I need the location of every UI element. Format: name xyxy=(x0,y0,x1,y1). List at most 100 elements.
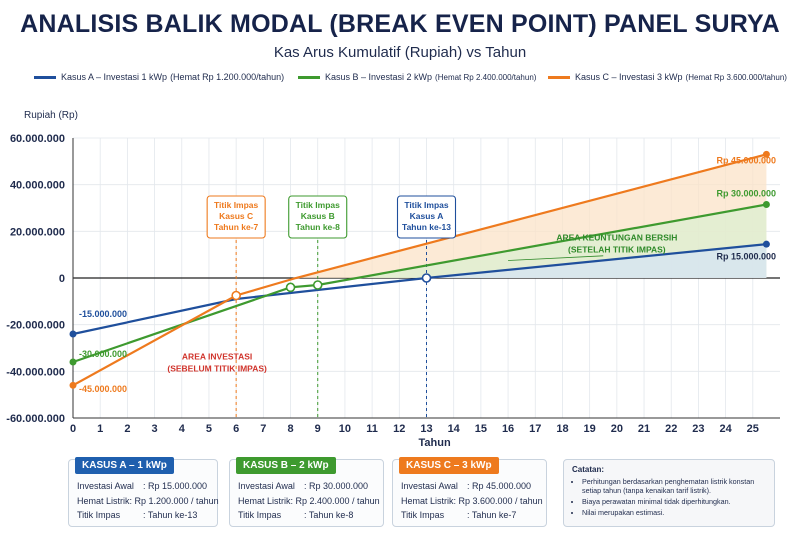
y-tick-label: 0 xyxy=(59,273,65,285)
legend-label: Kasus C – Investasi 3 kWp xyxy=(575,72,683,82)
legend-swatch-case-b xyxy=(298,75,320,79)
x-tick-label: 1 xyxy=(97,423,103,435)
x-tick-label: 7 xyxy=(260,423,266,435)
case-row: Hemat Listrik: Rp 2.400.000 / tahun xyxy=(238,494,380,509)
note-item: Perhitungan berdasarkan penghematan list… xyxy=(582,477,766,495)
case-row-key: Titik Impas xyxy=(77,510,121,521)
case-row-value: : Tahun ke-8 xyxy=(304,510,354,521)
series-end-point xyxy=(762,240,770,248)
break-even-marker xyxy=(421,273,432,283)
case-a-card-title: KASUS A – 1 kWp xyxy=(75,457,174,474)
case-row-key: Investasi Awal xyxy=(401,481,458,492)
break-even-callout xyxy=(206,195,266,239)
note-item: Nilai merupakan estimasi. xyxy=(582,508,766,517)
case-row-value: : Tahun ke-7 xyxy=(467,510,517,521)
x-tick-label: 25 xyxy=(747,423,759,435)
series-start-point xyxy=(69,381,77,389)
break-even-callout-text: Titik Impas Kasus C Tahun ke-7 xyxy=(214,200,259,232)
x-tick-label: 10 xyxy=(339,423,351,435)
x-tick-label: 13 xyxy=(420,423,432,435)
x-tick-label: 23 xyxy=(692,423,704,435)
case-row-key: Titik Impas xyxy=(401,510,445,521)
legend-sublabel: (Hemat Rp 1.200.000/tahun) xyxy=(170,72,285,82)
x-tick-label: 4 xyxy=(179,423,186,435)
x-tick-label: 19 xyxy=(584,423,596,435)
series-end-label: Rp 30.000.000 xyxy=(716,188,776,198)
page-title: ANALISIS BALIK MODAL (BREAK EVEN POINT) … xyxy=(20,10,780,38)
case-row-key: Investasi Awal xyxy=(238,481,295,492)
legend-label: Kasus B – Investasi 2 kWp xyxy=(325,72,433,82)
legend-item-case-a: Kasus A – Investasi 1 kWp (Hemat Rp 1.20… xyxy=(34,72,284,82)
series-end-point xyxy=(762,150,770,158)
break-even-callout xyxy=(396,195,457,239)
x-tick-label: 8 xyxy=(287,423,293,435)
series-line-kasus-a xyxy=(72,243,767,336)
case-row-value: : Rp 45.000.000 xyxy=(467,481,532,492)
case-row-value: : Rp 15.000.000 xyxy=(143,481,208,492)
series-end-label: Rp 15.000.000 xyxy=(716,251,776,261)
case-row-value: : Rp 30.000.000 xyxy=(304,481,369,492)
case-row: Titik Impas : Tahun ke-7 xyxy=(401,508,540,523)
x-tick-label: 15 xyxy=(475,423,487,435)
case-row-key: Hemat Listrik xyxy=(238,495,291,506)
y-tick-label: 40.000.000 xyxy=(10,180,65,192)
x-tick-label: 22 xyxy=(665,423,677,435)
series-end-label: Rp 45.000.000 xyxy=(716,156,776,166)
case-row: Investasi Awal : Rp 15.000.000 xyxy=(77,479,211,494)
case-row: Investasi Awal : Rp 30.000.000 xyxy=(238,479,377,494)
x-axis-title: Tahun xyxy=(419,437,451,449)
series-start-label: -30.000.000 xyxy=(79,349,127,359)
x-tick-label: 6 xyxy=(233,423,239,435)
case-row-key: Titik Impas xyxy=(238,510,282,521)
x-tick-label: 5 xyxy=(206,423,212,435)
y-tick-label: 60.000.000 xyxy=(10,133,65,145)
break-even-callout-text: Titik Impas Kasus A Tahun ke-13 xyxy=(402,200,451,232)
series-end-point xyxy=(762,201,770,208)
x-tick-label: 12 xyxy=(393,423,405,435)
x-tick-label: 2 xyxy=(124,423,130,435)
case-row-value: : Rp 2.400.000 / tahun xyxy=(290,495,380,506)
legend-label: Kasus A – Investasi 1 kWp xyxy=(61,72,168,82)
break-even-marker xyxy=(231,290,241,301)
y-tick-label: -20.000.000 xyxy=(6,320,65,332)
x-tick-label: 11 xyxy=(366,423,378,435)
series-start-label: -15.000.000 xyxy=(79,309,127,319)
break-even-callout xyxy=(288,195,348,239)
legend-swatch-case-a xyxy=(34,75,56,79)
legend-item-case-c: Kasus C – Investasi 3 kWp (Hemat Rp 3.60… xyxy=(548,72,787,82)
x-tick-label: 14 xyxy=(448,423,461,435)
case-row: Hemat Listrik: Rp 1.200.000 / tahun xyxy=(77,494,219,509)
case-row-key: Hemat Listrik xyxy=(77,495,130,506)
case-row-key: Investasi Awal xyxy=(77,481,134,492)
series-start-point xyxy=(69,358,77,366)
case-row: Hemat Listrik: Rp 3.600.000 / tahun xyxy=(401,494,543,509)
case-c-card: KASUS C – 3 kWp Investasi Awal: Rp 45.00… xyxy=(392,457,547,527)
case-row: Titik Impas : Tahun ke-13 xyxy=(77,508,211,523)
profit-area-label: AREA KEUNTUNGAN BERSIH (SETELAH TITIK IMP… xyxy=(556,233,677,255)
x-tick-label: 16 xyxy=(502,423,514,435)
chart-legend: Kasus A – Investasi 1 kWp (Hemat Rp 1.20… xyxy=(34,72,794,88)
investment-area-label: AREA INVESTASI (SEBELUM TITIK IMPAS) xyxy=(167,352,267,374)
case-b-card-title: KASUS B – 2 kWp xyxy=(236,457,336,474)
legend-swatch-case-c xyxy=(548,75,570,79)
profit-area-pointer xyxy=(508,255,604,261)
y-tick-label: -60.000.000 xyxy=(6,413,65,425)
legend-sublabel: (Hemat Rp 3.600.000/tahun) xyxy=(685,72,787,82)
x-tick-label: 20 xyxy=(611,423,623,435)
x-tick-label: 21 xyxy=(638,423,650,435)
y-tick-label: 20.000.000 xyxy=(10,226,65,238)
case-row-value: : Tahun ke-13 xyxy=(143,510,198,521)
notes-panel: Catatan: Perhitungan berdasarkan penghem… xyxy=(563,459,775,527)
series-start-point xyxy=(69,330,77,338)
break-even-marker xyxy=(312,280,323,290)
series-line-kasus-c xyxy=(72,153,767,387)
case-row-value: : Rp 3.600.000 / tahun xyxy=(453,495,543,506)
case-row: Titik Impas : Tahun ke-8 xyxy=(238,508,377,523)
case-a-card: KASUS A – 1 kWp Investasi Awal : Rp 15.00… xyxy=(68,457,219,527)
y-tick-label: -40.000.000 xyxy=(6,366,65,378)
case-row: Investasi Awal : Rp 45.000.000 xyxy=(401,479,540,494)
note-item: Biaya perawatan minimal tidak diperhitun… xyxy=(582,497,766,506)
break-even-marker xyxy=(285,282,296,293)
x-tick-label: 18 xyxy=(556,423,568,435)
